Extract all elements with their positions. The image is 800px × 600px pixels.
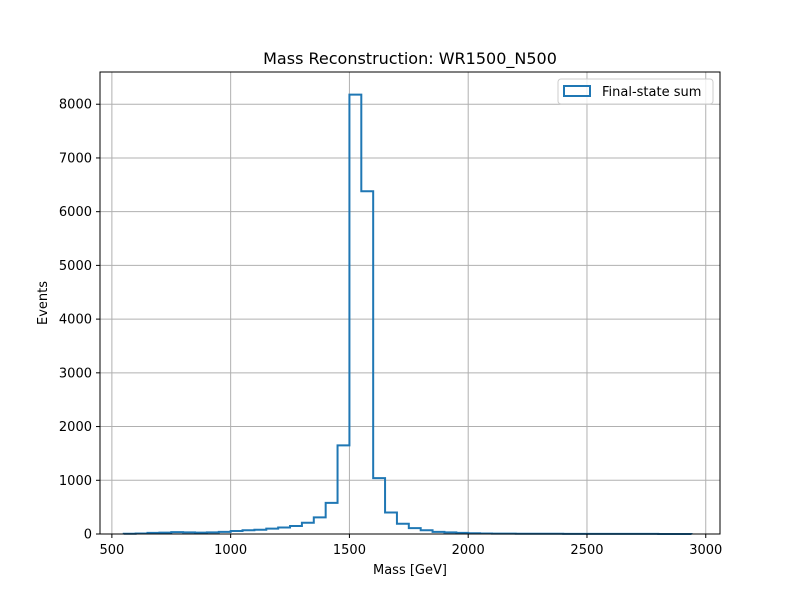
- y-tick-label: 7000: [59, 151, 92, 166]
- y-tick-label: 4000: [59, 313, 92, 328]
- chart-title: Mass Reconstruction: WR1500_N500: [263, 49, 557, 69]
- x-tick-label: 2000: [452, 543, 485, 558]
- plot-frame: [99, 71, 721, 535]
- y-tick-label: 8000: [59, 98, 92, 113]
- x-tick-label: 500: [99, 543, 124, 558]
- legend-label: Final-state sum: [602, 85, 701, 100]
- x-tick-label: 2500: [570, 543, 603, 558]
- y-tick-label: 0: [84, 528, 92, 543]
- x-tick-label: 1000: [214, 543, 247, 558]
- x-axis-label: Mass [GeV]: [373, 563, 447, 578]
- legend-swatch: [563, 85, 591, 97]
- axis-ticks: 500 1000 1500 2000 2500 3000 0 1000 2000 3000 4000…: [59, 98, 722, 558]
- y-axis-label: Events: [36, 281, 51, 325]
- x-tick-label: 3000: [689, 543, 722, 558]
- legend: Final-state sum: [557, 78, 714, 105]
- y-tick-label: 2000: [59, 420, 92, 435]
- y-tick-label: 5000: [59, 259, 92, 274]
- legend-box: [557, 78, 714, 105]
- y-tick-label: 6000: [59, 205, 92, 220]
- x-tick-label: 1500: [333, 543, 366, 558]
- y-tick-label: 1000: [59, 474, 92, 489]
- y-tick-label: 3000: [59, 366, 92, 381]
